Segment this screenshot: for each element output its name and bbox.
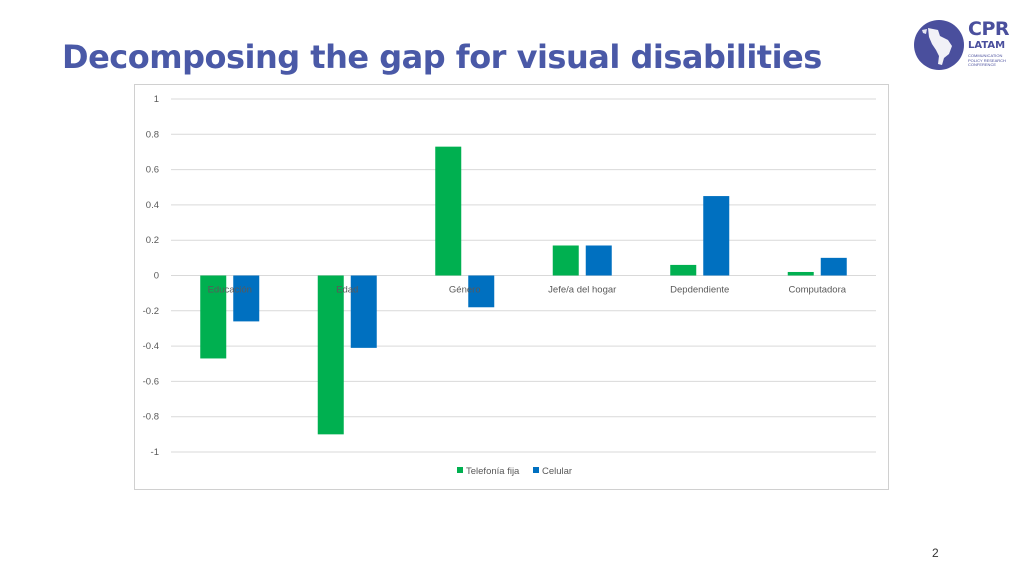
y-tick-label: 0.2 xyxy=(146,235,159,246)
x-category-label: Depdendiente xyxy=(670,285,729,296)
bar-celular xyxy=(350,275,377,348)
bar-telefonia-fija xyxy=(200,275,227,359)
y-tick-label: 0 xyxy=(154,271,159,282)
logo-tagline: COMMUNICATION POLICY RESEARCH CONFERENCE xyxy=(968,53,1006,67)
y-tick-label: -0.2 xyxy=(143,306,159,317)
legend-label: Telefonía fija xyxy=(466,466,520,477)
bar-telefonia-fija xyxy=(435,146,462,276)
y-tick-label: -1 xyxy=(151,447,159,458)
logo-subwordmark: LATAM xyxy=(968,40,1006,51)
bar-celular xyxy=(585,245,612,276)
bar-celular xyxy=(468,275,495,308)
y-tick-label: 0.4 xyxy=(146,200,159,211)
legend-label: Celular xyxy=(542,466,572,477)
bar-celular xyxy=(703,196,730,276)
x-category-label: Género xyxy=(449,285,481,296)
y-tick-label: -0.8 xyxy=(143,412,159,423)
y-tick-label: -0.6 xyxy=(143,376,159,387)
y-tick-label: 0.8 xyxy=(146,129,159,140)
bar-telefonia-fija xyxy=(317,275,344,435)
legend-swatch xyxy=(533,467,539,473)
bar-chart: 1 0.8 0.6 0.4 0.2 0 -0.2 -0.4 -0.6 -0.8 -1 Educació… xyxy=(143,94,876,477)
x-category-label: Edad xyxy=(336,285,358,296)
page-number: 2 xyxy=(932,546,939,560)
logo-wordmark: CPR xyxy=(968,18,1010,40)
latin-america-map-icon xyxy=(914,20,964,70)
y-tick-label: 1 xyxy=(154,94,159,105)
bar-telefonia-fija xyxy=(552,245,579,276)
cpr-latam-logo: CPR LATAM COMMUNICATION POLICY RESEARCH … xyxy=(914,18,1019,72)
x-category-label: Jefe/a del hogar xyxy=(548,285,616,296)
legend-swatch xyxy=(457,467,463,473)
x-category-label: Computadora xyxy=(788,285,846,296)
y-tick-label: -0.4 xyxy=(143,341,159,352)
y-tick-label: 0.6 xyxy=(146,165,159,176)
slide-title: Decomposing the gap for visual disabilit… xyxy=(62,38,822,76)
bar-celular xyxy=(820,257,847,276)
bar-celular xyxy=(233,275,260,322)
bar-telefonia-fija xyxy=(670,264,697,276)
x-category-label: Educación xyxy=(208,285,252,296)
bar-telefonia-fija xyxy=(787,271,814,276)
chart-frame: 1 0.8 0.6 0.4 0.2 0 -0.2 -0.4 -0.6 -0.8 -1 Educació… xyxy=(134,84,889,490)
